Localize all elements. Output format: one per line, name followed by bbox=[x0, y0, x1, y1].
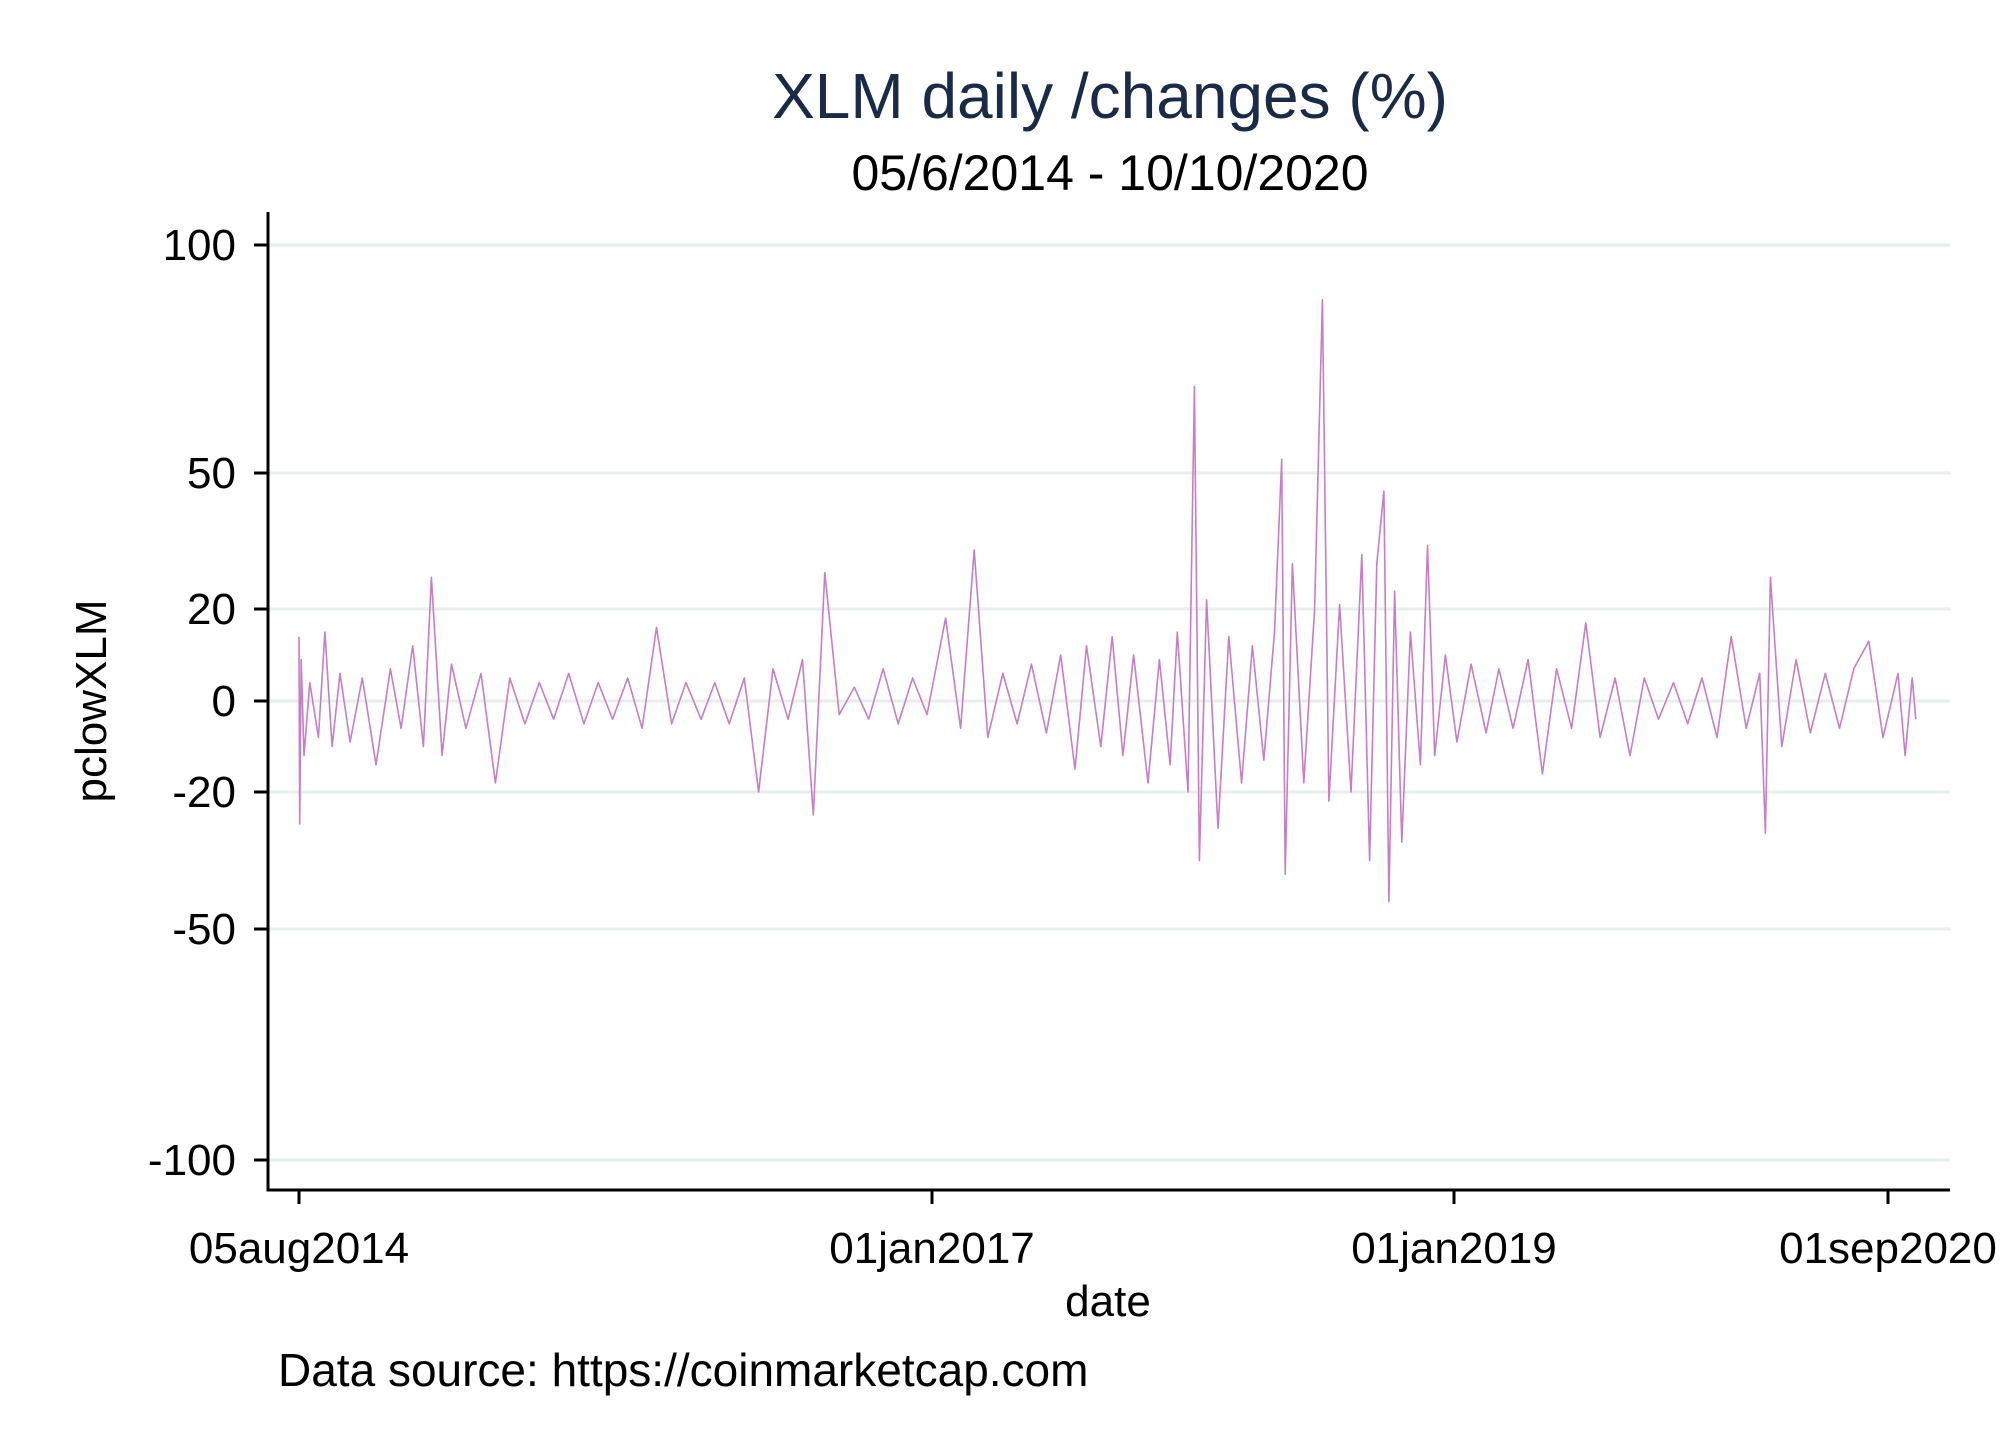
data-source-note: Data source: https://coinmarketcap.com bbox=[278, 1344, 1088, 1396]
x-tick-label: 01sep2020 bbox=[1779, 1224, 1997, 1273]
x-tick-label: 01jan2017 bbox=[829, 1224, 1035, 1273]
plot-series bbox=[298, 298, 1917, 903]
y-tick-label: 50 bbox=[187, 449, 236, 498]
y-tick-label: -20 bbox=[172, 768, 236, 817]
x-axis-label: date bbox=[1065, 1277, 1151, 1326]
y-tick-label: 20 bbox=[187, 585, 236, 634]
y-tick-label: 0 bbox=[212, 677, 236, 726]
x-tick-label: 05aug2014 bbox=[189, 1224, 409, 1273]
grid-lines bbox=[268, 243, 1950, 1162]
axes-frame bbox=[266, 212, 1950, 1192]
y-tick-label: 100 bbox=[163, 221, 236, 270]
y-tick-label: -50 bbox=[172, 905, 236, 954]
chart-title: XLM daily /changes (%) bbox=[772, 60, 1448, 132]
y-axis: 100 50 20 0 -20 -50 -100 bbox=[148, 221, 268, 1185]
series-line bbox=[298, 298, 1917, 903]
x-axis: 05aug2014 01jan2017 01jan2019 01sep2020 bbox=[189, 1190, 1997, 1273]
x-tick-label: 01jan2019 bbox=[1351, 1224, 1557, 1273]
y-tick-label: -100 bbox=[148, 1136, 236, 1185]
y-axis-label: pclowXLM bbox=[67, 600, 116, 803]
chart-subtitle: 05/6/2014 - 10/10/2020 bbox=[851, 145, 1368, 201]
